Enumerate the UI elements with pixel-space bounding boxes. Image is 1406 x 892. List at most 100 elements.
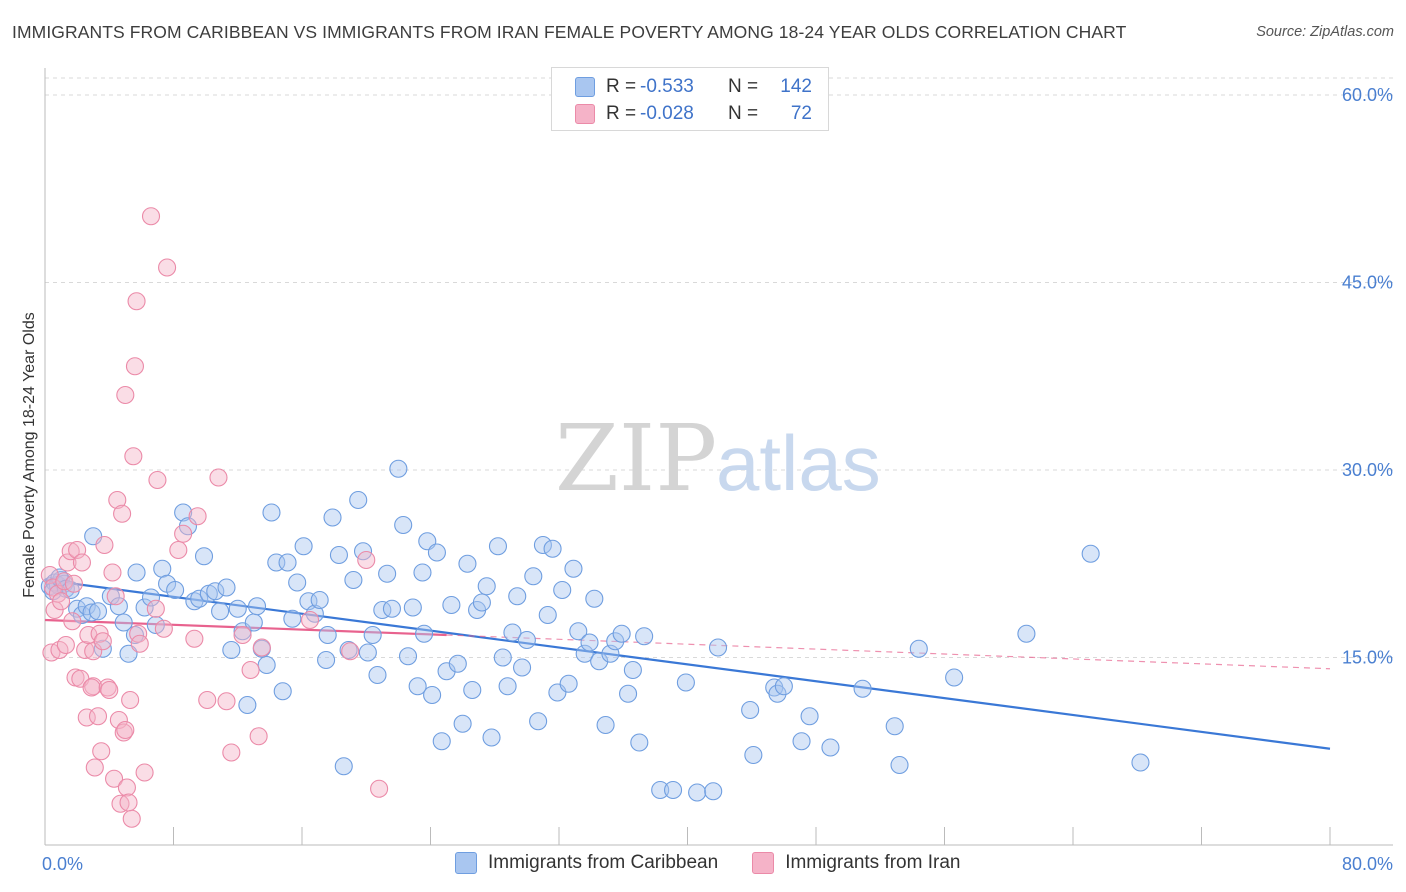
point-iran [61, 542, 80, 561]
point-caribbean [596, 715, 615, 735]
point-iran [188, 507, 207, 526]
point-iran [106, 587, 125, 606]
legend-r-value: -0.533 [640, 76, 694, 97]
point-caribbean [559, 674, 578, 693]
point-caribbean [294, 537, 313, 556]
point-iran [148, 470, 167, 490]
point-caribbean [890, 755, 909, 775]
point-iran [209, 468, 228, 487]
point-caribbean [800, 707, 819, 726]
point-iran [146, 599, 165, 618]
point-caribbean [206, 582, 225, 601]
point-caribbean [141, 588, 161, 607]
y-tick-label: 15.0% [1342, 648, 1393, 668]
point-caribbean [663, 780, 683, 800]
point-caribbean [228, 599, 247, 618]
point-caribbean [344, 570, 363, 590]
point-iran [125, 357, 144, 376]
point-iran [113, 504, 132, 523]
point-iran [72, 553, 91, 572]
legend-label-caribbean: Immigrants from Caribbean [488, 852, 719, 873]
point-caribbean [363, 625, 382, 645]
point-iran [241, 660, 260, 680]
point-iran [249, 727, 268, 746]
point-caribbean [909, 639, 928, 658]
point-caribbean [488, 537, 508, 556]
point-caribbean [543, 539, 562, 558]
legend-swatch-iran [575, 104, 595, 124]
x-tick-label-max: 80.0% [1342, 854, 1393, 874]
point-caribbean [885, 717, 904, 736]
watermark-atlas: atlas [716, 419, 881, 507]
point-iran [198, 690, 217, 710]
point-caribbean [585, 589, 604, 608]
point-caribbean [529, 712, 548, 731]
point-iran [105, 769, 124, 788]
point-caribbean [448, 654, 467, 673]
point-caribbean [606, 632, 625, 651]
point-iran [185, 629, 204, 648]
legend-n-value: 142 [780, 76, 812, 97]
point-caribbean [394, 515, 413, 535]
point-caribbean [415, 624, 434, 643]
point-iran [56, 635, 75, 655]
point-caribbean [283, 609, 302, 628]
point-caribbean [382, 599, 402, 618]
point-caribbean [389, 459, 408, 478]
point-caribbean [368, 665, 387, 685]
point-caribbean [623, 660, 642, 680]
series-caribbean-points [40, 459, 1150, 802]
legend-swatch-caribbean [455, 852, 477, 874]
point-caribbean [398, 647, 418, 666]
point-iran [341, 642, 360, 661]
point-iran [121, 690, 140, 710]
point-caribbean [238, 695, 257, 715]
point-caribbean [792, 732, 811, 751]
point-iran [233, 625, 252, 645]
point-caribbean [119, 644, 138, 663]
point-caribbean [77, 597, 96, 616]
point-caribbean [688, 783, 707, 802]
point-caribbean [553, 580, 572, 600]
point-iran [300, 610, 320, 630]
point-caribbean [82, 603, 101, 622]
point-iran [100, 680, 119, 700]
point-caribbean [635, 627, 654, 646]
point-caribbean [288, 573, 307, 592]
point-caribbean [630, 733, 649, 752]
point-caribbean [538, 605, 557, 625]
point-caribbean [1081, 544, 1100, 563]
legend-row-iran: R = -0.028 N = 72 [552, 101, 812, 127]
point-iran [85, 758, 104, 777]
point-caribbean [423, 685, 442, 705]
point-caribbean [651, 780, 670, 800]
point-caribbean [612, 624, 631, 643]
point-caribbean [88, 602, 108, 621]
legend-r-label: R = [606, 103, 637, 124]
correlation-legend: R = -0.533 N = 142 R = -0.028 N = 72 [551, 67, 829, 131]
point-iran [117, 778, 136, 797]
point-caribbean [524, 567, 543, 586]
point-caribbean [1017, 624, 1036, 643]
point-caribbean [472, 593, 491, 612]
point-caribbean [564, 559, 583, 578]
point-iran [154, 619, 173, 638]
point-caribbean [945, 668, 964, 687]
legend-item-caribbean: Immigrants from Caribbean [455, 852, 718, 874]
watermark: ZIP atlas [555, 405, 881, 512]
x-tick-label-min: 0.0% [42, 854, 83, 874]
point-iran [103, 563, 122, 582]
point-iran [93, 632, 112, 651]
point-caribbean [109, 597, 128, 616]
legend-row-caribbean: R = -0.533 N = 142 [552, 74, 812, 100]
point-caribbean [427, 543, 446, 562]
point-caribbean [508, 587, 527, 606]
point-caribbean [378, 564, 397, 583]
point-caribbean [273, 682, 292, 701]
watermark-zip: ZIP [555, 405, 717, 512]
point-caribbean [853, 679, 872, 698]
point-caribbean [482, 728, 501, 747]
point-iran [116, 385, 135, 405]
point-iran [88, 707, 108, 726]
